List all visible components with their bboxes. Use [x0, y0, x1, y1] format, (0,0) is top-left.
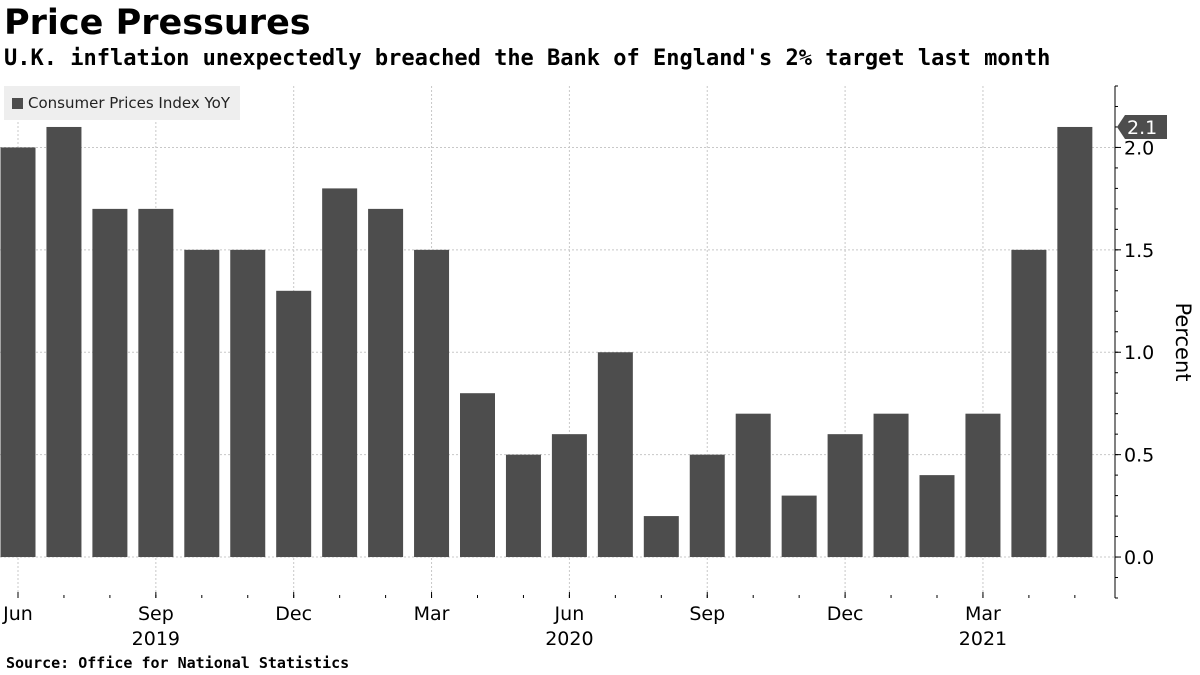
bar-2021-04 [1011, 249, 1047, 558]
bar-2020-11 [781, 495, 817, 558]
chart-subtitle: U.K. inflation unexpectedly breached the… [4, 46, 1051, 71]
chart-title: Price Pressures [4, 3, 311, 43]
bar-2020-09 [689, 454, 725, 558]
bar-2020-04 [460, 393, 495, 558]
bar-2020-05 [505, 454, 541, 558]
y-tick-label: 0.5 [1124, 445, 1154, 467]
x-tick-label: Jun [554, 603, 585, 625]
bar-2020-03 [414, 249, 450, 558]
x-tick-label: Sep [689, 603, 725, 625]
y-axis: 0.0 0.5 1.0 1.5 2.0 [1114, 85, 1154, 599]
last-value-callout: 2.1 [1117, 114, 1167, 139]
bars [0, 126, 1093, 558]
bar-2020-12 [827, 434, 863, 558]
x-tick-label: Sep [138, 603, 174, 625]
bar-2020-10 [735, 413, 771, 558]
bar-2019-07 [46, 126, 82, 558]
legend-swatch [12, 97, 23, 109]
bar-2019-06 [0, 147, 36, 558]
callout-label: 2.1 [1127, 117, 1157, 139]
legend: Consumer Prices Index YoY [4, 86, 241, 120]
bar-2021-01 [873, 413, 909, 558]
bar-2020-08 [643, 516, 679, 558]
bar-2021-02 [919, 475, 955, 558]
bar-2019-09 [138, 208, 174, 558]
y-tick-label: 0.0 [1124, 547, 1154, 569]
x-year-label: 2019 [132, 628, 180, 650]
x-tick-label: Dec [827, 603, 864, 625]
bar-2020-06 [551, 434, 587, 558]
y-tick-label: 2.0 [1124, 137, 1154, 159]
x-tick-label: Mar [965, 603, 1001, 625]
x-tick-label: Jun [2, 603, 33, 625]
bar-2021-05 [1057, 126, 1093, 558]
x-year-label: 2020 [545, 628, 593, 650]
bar-2020-02 [368, 208, 404, 558]
bar-2021-03 [965, 413, 1001, 558]
bar-2020-07 [597, 352, 633, 558]
x-axis: Jun Sep Dec Mar Jun Sep Dec Mar 2019 2020 2021 [2, 592, 1076, 650]
bar-2019-12 [276, 290, 312, 558]
callout-box [1117, 114, 1167, 139]
bar-2019-08 [92, 208, 128, 558]
source-note: Source: Office for National Statistics [6, 654, 350, 672]
y-axis-label: Percent [1171, 302, 1195, 381]
x-year-label: 2021 [959, 628, 1007, 650]
x-tick-label: Dec [275, 603, 312, 625]
x-tick-label: Mar [414, 603, 450, 625]
y-tick-label: 1.5 [1124, 240, 1154, 262]
bar-2019-11 [230, 249, 266, 558]
legend-label: Consumer Prices Index YoY [28, 94, 231, 112]
y-tick-label: 1.0 [1124, 342, 1154, 364]
bar-2020-01 [322, 188, 358, 558]
bar-2019-10 [184, 249, 220, 558]
